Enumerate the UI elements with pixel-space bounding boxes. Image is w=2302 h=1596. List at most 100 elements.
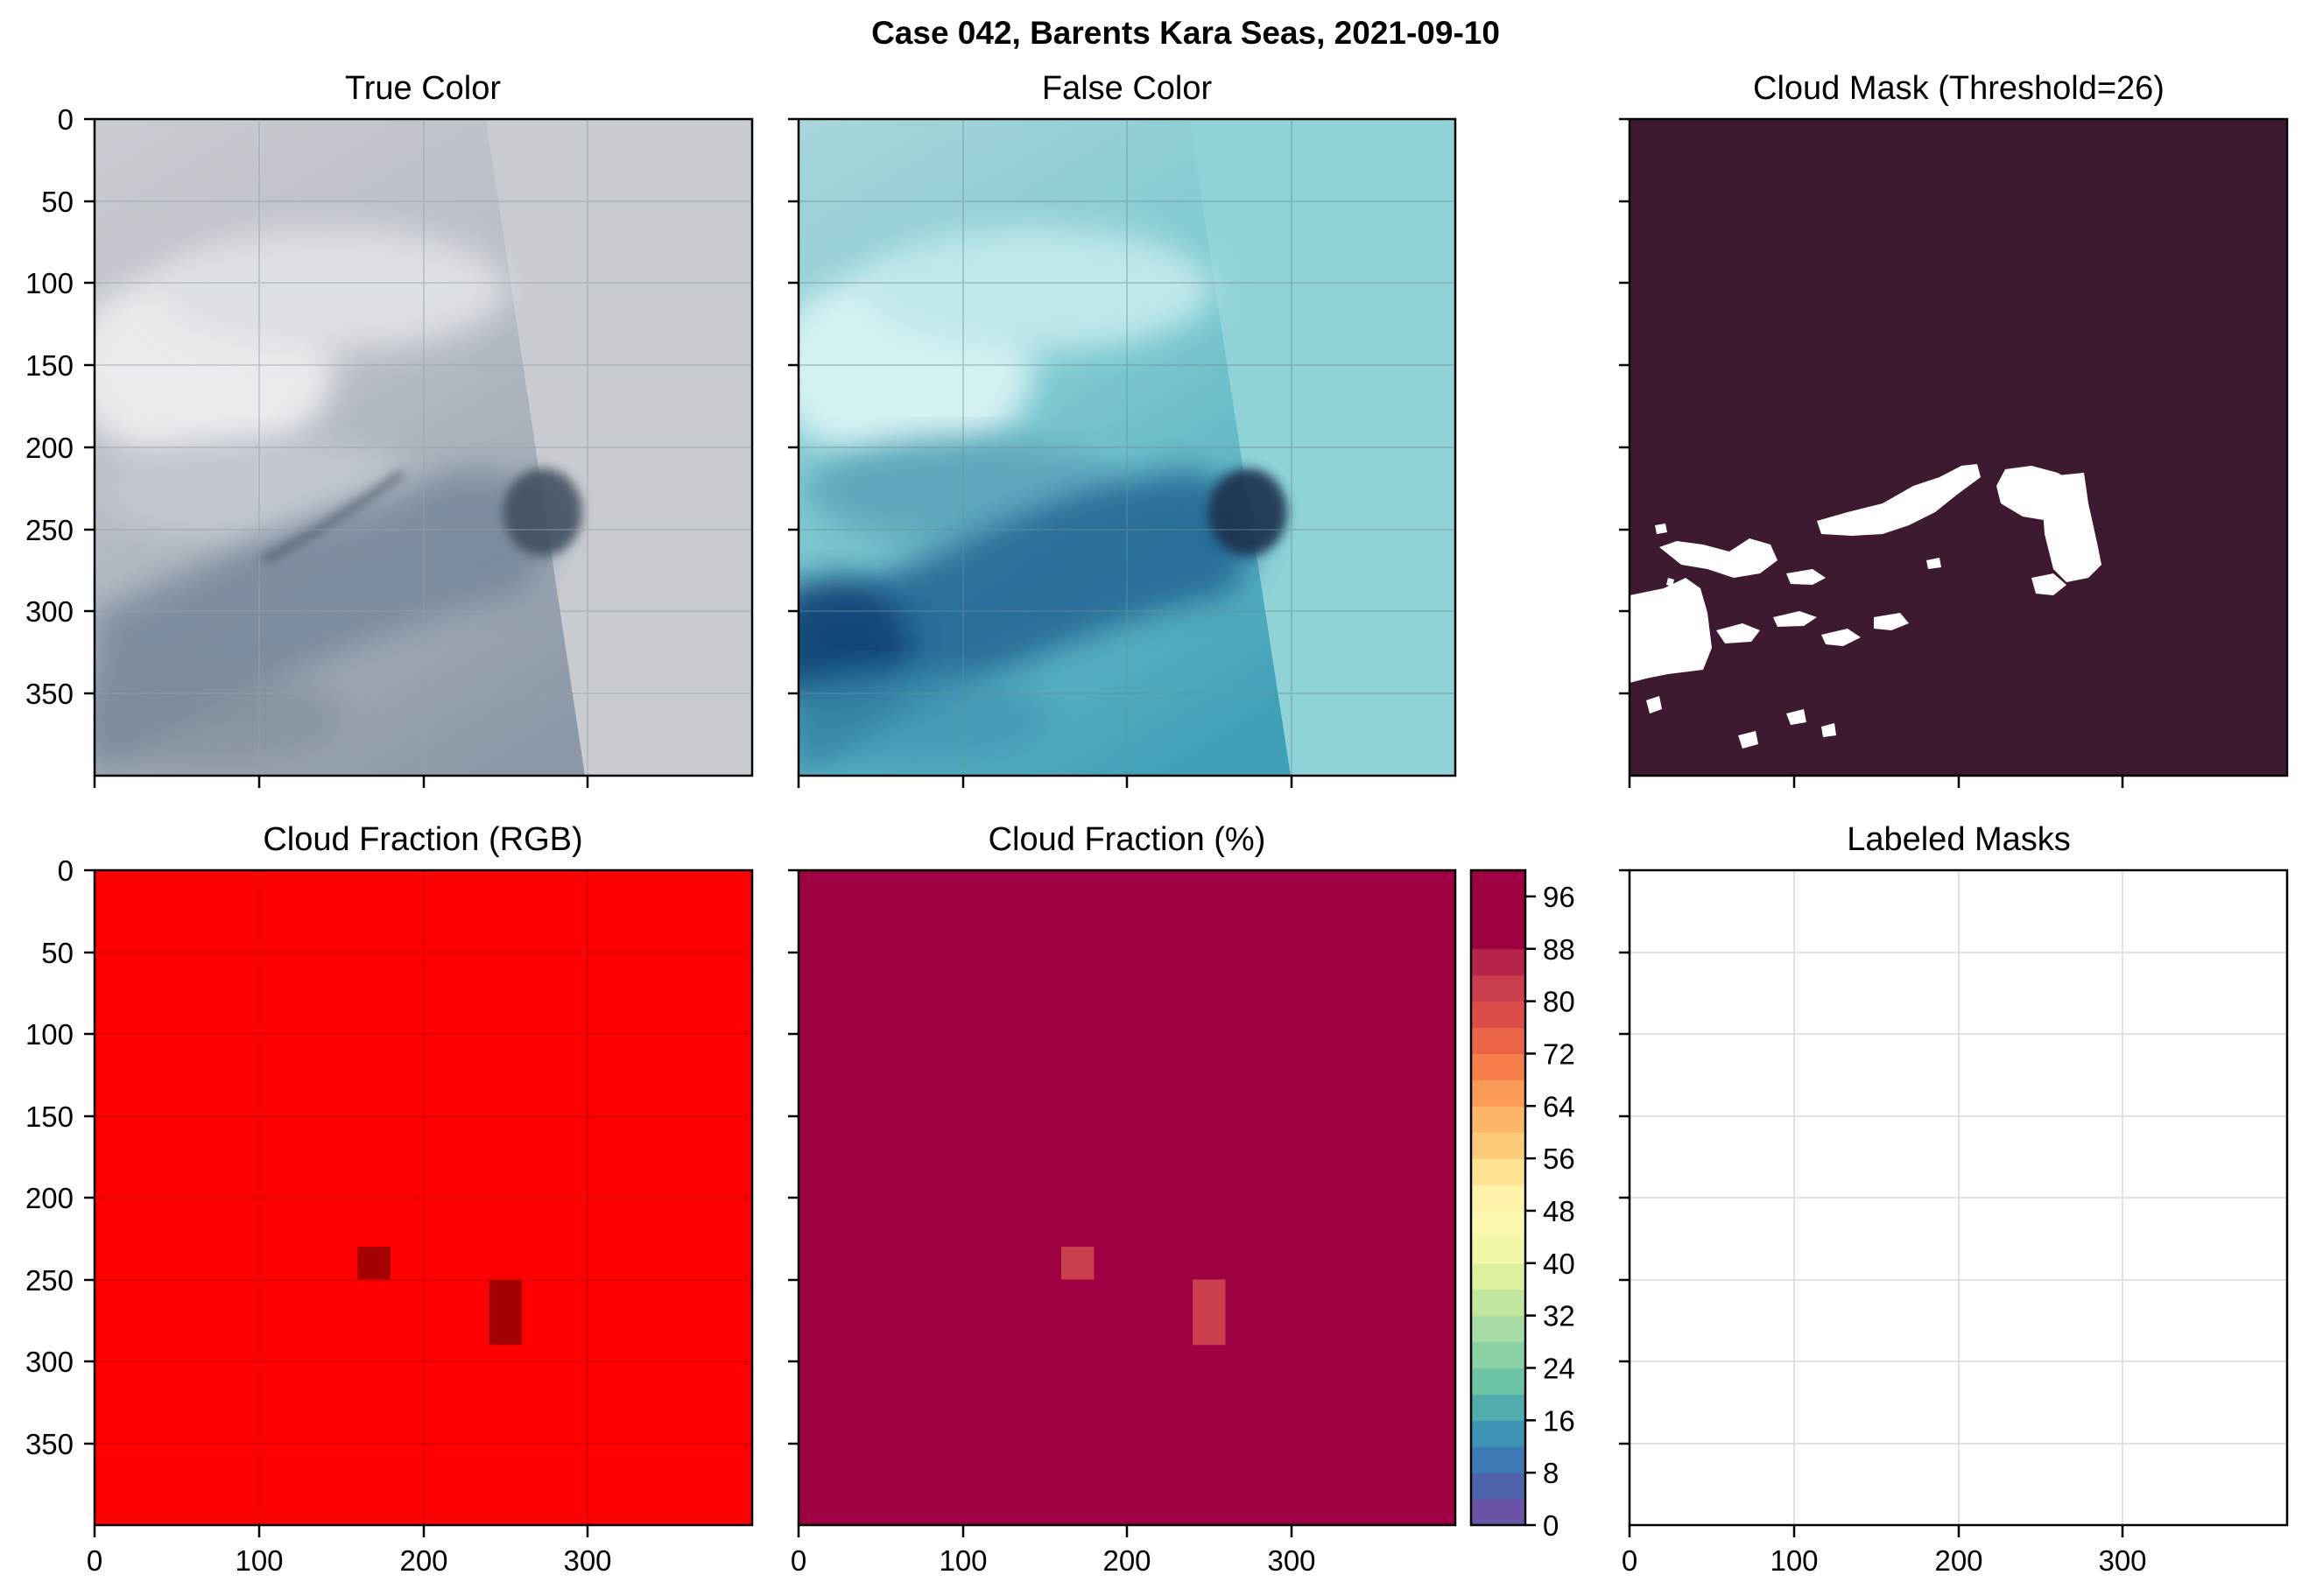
colorbar-level bbox=[1471, 1027, 1525, 1055]
xtick-label: 0 bbox=[791, 1544, 806, 1577]
colorbar-level bbox=[1471, 1210, 1525, 1238]
ytick-label: 0 bbox=[58, 103, 74, 136]
panel-title-cloud-fraction-percent: Cloud Fraction (%) bbox=[989, 821, 1266, 858]
colorbar-level bbox=[1471, 1185, 1525, 1212]
xtick-label: 300 bbox=[563, 1544, 611, 1577]
ytick-label: 100 bbox=[25, 1018, 74, 1051]
colorbar-tick-label: 96 bbox=[1543, 881, 1575, 913]
colorbar-frame bbox=[1469, 868, 1527, 1527]
colorbar-tick-label: 8 bbox=[1543, 1457, 1559, 1489]
cloud-fraction-rgb-xtick-labels: 0 100 200 300 bbox=[87, 1544, 612, 1577]
cloud-fraction-percent-background bbox=[799, 870, 1455, 1525]
panel-title-cloud-fraction-rgb: Cloud Fraction (RGB) bbox=[263, 821, 582, 858]
colorbar-level bbox=[1471, 974, 1525, 1002]
cloud-fraction-rgb-cell bbox=[357, 1247, 391, 1280]
colorbar-level bbox=[1471, 1236, 1525, 1264]
cloud-fraction-percent-xtick-labels: 0 100 200 300 bbox=[791, 1544, 1316, 1577]
false-color-grid bbox=[799, 119, 1455, 776]
colorbar-level bbox=[1471, 1289, 1525, 1317]
colorbar-level bbox=[1471, 1420, 1525, 1447]
panel-title-labeled-masks: Labeled Masks bbox=[1847, 821, 2071, 858]
colorbar-tick-label: 24 bbox=[1543, 1352, 1575, 1384]
ytick-label: 300 bbox=[25, 1346, 74, 1378]
xtick-label: 300 bbox=[2098, 1544, 2146, 1577]
colorbar-tick-label: 0 bbox=[1543, 1509, 1559, 1542]
cloud-fraction-rgb-grid bbox=[95, 870, 752, 1525]
cloud-fraction-rgb-ticks bbox=[84, 868, 589, 1537]
panel-title-cloud-mask: Cloud Mask (Threshold=26) bbox=[1753, 70, 2165, 107]
colorbar-tick-label: 40 bbox=[1543, 1248, 1575, 1280]
cloud-mask-clear-regions bbox=[1630, 464, 2101, 749]
xtick-label: 100 bbox=[235, 1544, 283, 1577]
colorbar-tick-label: 48 bbox=[1543, 1195, 1575, 1227]
cloud-fraction-rgb-cell bbox=[489, 1279, 523, 1346]
ytick-label: 250 bbox=[25, 1264, 74, 1297]
colorbar-tick-label: 72 bbox=[1543, 1037, 1575, 1070]
ytick-label: 150 bbox=[25, 1100, 74, 1133]
colorbar-level bbox=[1471, 922, 1525, 950]
true-color-yticks bbox=[84, 117, 95, 695]
colorbar-level bbox=[1471, 1158, 1525, 1185]
colorbar-level bbox=[1471, 1132, 1525, 1159]
colorbar-level bbox=[1471, 1499, 1525, 1526]
colorbar-level bbox=[1471, 1315, 1525, 1343]
colorbar-level bbox=[1471, 1079, 1525, 1107]
cloud-mask-image bbox=[1630, 119, 2287, 776]
colorbar-level bbox=[1471, 896, 1525, 924]
ytick-label: 200 bbox=[25, 1182, 74, 1214]
cloud-fraction-rgb-ytick-labels: 0 50 100 150 200 250 300 350 bbox=[25, 854, 74, 1460]
ytick-label: 350 bbox=[25, 1428, 74, 1460]
ytick-label: 50 bbox=[41, 186, 74, 218]
xtick-label: 300 bbox=[1267, 1544, 1315, 1577]
colorbar-tick-label: 80 bbox=[1543, 986, 1575, 1018]
panel-cloud-mask: Cloud Mask (Threshold=26) bbox=[1619, 70, 2289, 788]
ytick-label: 300 bbox=[25, 595, 74, 628]
colorbar-level bbox=[1471, 1394, 1525, 1421]
colorbar: 0 8 16 24 32 40 48 56 64 72 80 88 96 bbox=[1469, 868, 1575, 1542]
xtick-label: 200 bbox=[1934, 1544, 1982, 1577]
panel-title-true-color: True Color bbox=[345, 70, 501, 107]
panel-labeled-masks: Labeled Masks 0 100 200 300 bbox=[1619, 821, 2289, 1577]
xtick-label: 100 bbox=[939, 1544, 987, 1577]
false-color-ticks bbox=[788, 117, 1293, 788]
ytick-label: 150 bbox=[25, 349, 74, 382]
cloud-fraction-percent-cell bbox=[1193, 1279, 1226, 1346]
colorbar-level bbox=[1471, 1001, 1525, 1029]
colorbar-level bbox=[1471, 1446, 1525, 1473]
panel-true-color: True Color bbox=[25, 70, 754, 788]
labeled-masks-ticks bbox=[1619, 868, 2124, 1537]
panel-false-color: False Color bbox=[788, 70, 1457, 788]
colorbar-tick-label: 56 bbox=[1543, 1143, 1575, 1175]
colorbar-level bbox=[1471, 1473, 1525, 1500]
ytick-label: 100 bbox=[25, 267, 74, 299]
colorbar-level bbox=[1471, 948, 1525, 976]
ytick-label: 50 bbox=[41, 937, 74, 969]
ytick-label: 0 bbox=[58, 854, 74, 887]
true-color-grid bbox=[95, 119, 752, 776]
colorbar-level bbox=[1471, 1262, 1525, 1290]
panel-cloud-fraction-rgb: Cloud Fraction (RGB) 0 50 100 150 200 25… bbox=[25, 821, 754, 1577]
panel-cloud-fraction-percent: Cloud Fraction (%) 0 100 200 300 0 8 16 24 3… bbox=[788, 821, 1575, 1577]
xtick-label: 100 bbox=[1770, 1544, 1818, 1577]
ytick-label: 250 bbox=[25, 514, 74, 546]
xtick-label: 200 bbox=[1102, 1544, 1151, 1577]
ytick-label: 200 bbox=[25, 432, 74, 464]
colorbar-level bbox=[1471, 1367, 1525, 1395]
true-color-xticks bbox=[93, 776, 589, 788]
ytick-label: 350 bbox=[25, 678, 74, 710]
xtick-label: 200 bbox=[399, 1544, 447, 1577]
colorbar-level bbox=[1471, 1053, 1525, 1080]
cloud-fraction-percent-ticks bbox=[788, 868, 1293, 1537]
colorbar-level bbox=[1471, 1106, 1525, 1133]
colorbar-tick-label: 32 bbox=[1543, 1300, 1575, 1332]
colorbar-tick-label: 88 bbox=[1543, 933, 1575, 966]
figure-title: Case 042, Barents Kara Seas, 2021-09-10 bbox=[871, 15, 1500, 51]
colorbar-level bbox=[1471, 870, 1525, 897]
cloud-fraction-rgb-cells bbox=[357, 1247, 523, 1346]
colorbar-tick-label: 64 bbox=[1543, 1090, 1575, 1122]
xtick-label: 0 bbox=[87, 1544, 102, 1577]
labeled-masks-grid bbox=[1630, 870, 2287, 1525]
colorbar-level bbox=[1471, 1341, 1525, 1369]
colorbar-tick-label: 16 bbox=[1543, 1404, 1575, 1437]
